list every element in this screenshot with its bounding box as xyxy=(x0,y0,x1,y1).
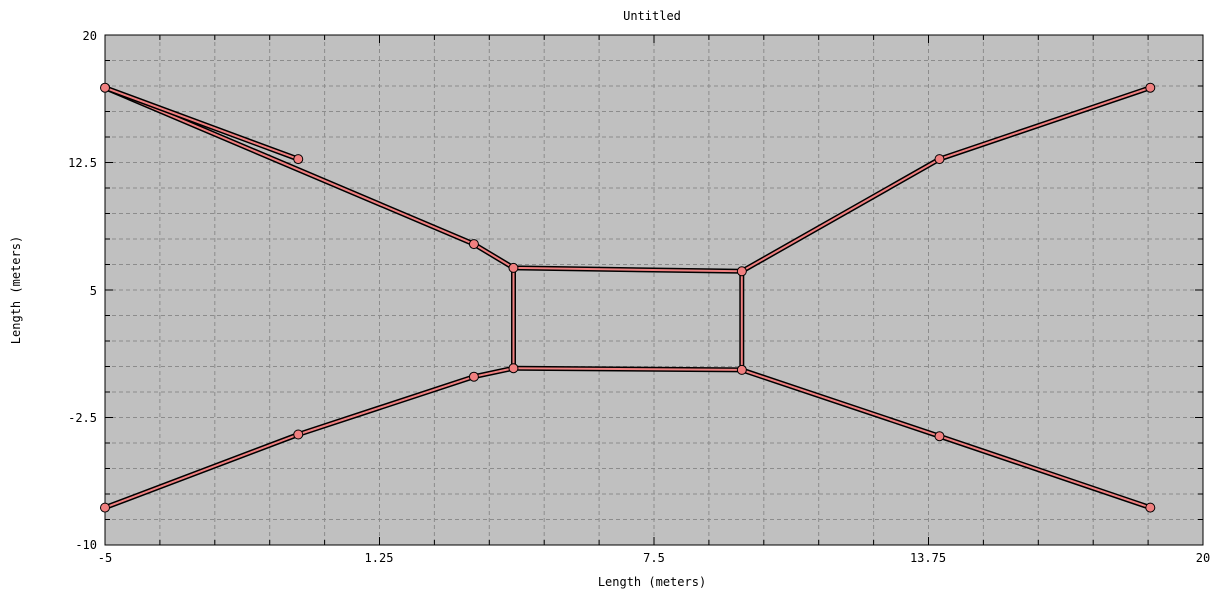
y-tick-label: -2.5 xyxy=(68,411,97,425)
data-point xyxy=(100,502,110,513)
chart-title: Untitled xyxy=(623,9,681,23)
x-tick-label: 20 xyxy=(1196,551,1210,565)
y-tick-label: 20 xyxy=(83,29,97,43)
series-lines xyxy=(102,85,1153,511)
series-line xyxy=(104,86,1152,273)
data-point xyxy=(100,82,110,93)
data-point xyxy=(934,431,945,442)
series-line xyxy=(512,367,743,371)
series-markers xyxy=(100,82,1156,513)
data-point xyxy=(468,239,479,250)
data-point xyxy=(508,363,519,374)
data-point xyxy=(468,371,479,382)
series-line xyxy=(104,86,300,161)
y-tick-label: 5 xyxy=(90,284,97,298)
x-tick-label: 7.5 xyxy=(643,551,665,565)
data-point xyxy=(508,262,519,273)
data-point xyxy=(736,266,747,277)
data-point xyxy=(1145,502,1156,513)
data-point xyxy=(293,429,304,440)
data-point xyxy=(736,364,747,375)
axis-ticks xyxy=(104,34,1204,546)
x-tick-label: -5 xyxy=(98,551,112,565)
data-point xyxy=(934,154,945,165)
y-axis-label: Length (meters) xyxy=(9,236,23,344)
grid xyxy=(105,35,1203,545)
series-line xyxy=(104,367,515,509)
y-tick-label: 12.5 xyxy=(68,156,97,170)
x-tick-label: 1.25 xyxy=(365,551,394,565)
y-tick-label: -10 xyxy=(75,538,97,552)
x-axis-label: Length (meters) xyxy=(598,575,706,589)
x-tick-label: 13.75 xyxy=(910,551,946,565)
data-point xyxy=(1145,82,1156,93)
data-point xyxy=(293,154,304,165)
